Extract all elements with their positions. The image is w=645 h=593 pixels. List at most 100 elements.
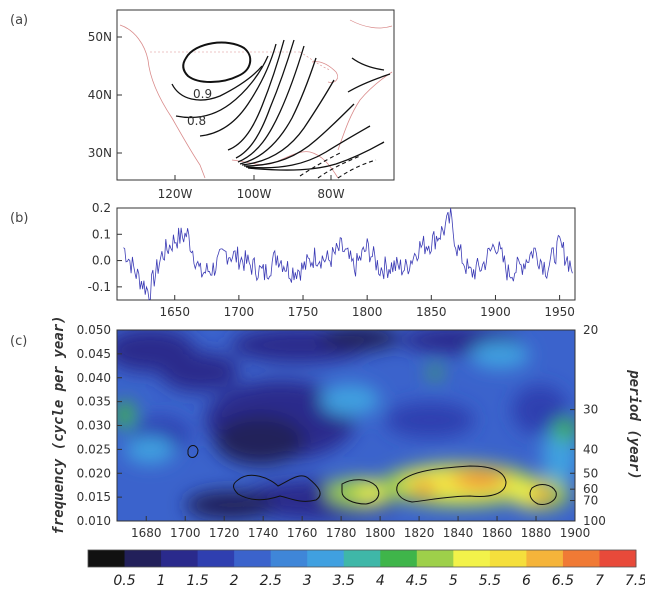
colorbar-label-1: 1 (157, 573, 166, 589)
b-y-tick-1: 0.1 (92, 227, 111, 241)
c-period-tick-2: 40 (583, 442, 598, 456)
c-x-tick-10: 1880 (521, 526, 552, 540)
panel-b-tag: (b) (10, 211, 28, 226)
lon-tick-120w: 120W (158, 187, 193, 201)
colorbar-label-5: 3 (303, 573, 312, 589)
c-x-tick-6: 1800 (365, 526, 396, 540)
b-y-tick-2: 0.0 (92, 254, 111, 268)
colorbar-label-7: 4 (376, 573, 385, 589)
c-x-tick-3: 1740 (248, 526, 279, 540)
panel-b-timeseries: 0.2 0.1 0.0 -0.1 1650 1700 1750 1800 1850 1900 19… (88, 201, 576, 319)
colorbar-swatch-4 (234, 550, 272, 567)
c-freq-tick-0: 0.050 (77, 323, 111, 337)
c-freq-tick-6: 0.020 (77, 466, 111, 480)
colorbar-swatch-2 (161, 550, 199, 567)
c-x-tick-0: 1680 (131, 526, 162, 540)
colorbar-swatch-0 (88, 550, 126, 567)
colorbar-swatch-12 (526, 550, 564, 567)
c-freq-tick-7: 0.015 (77, 490, 111, 504)
colorbar-label-12: 6.5 (552, 573, 574, 589)
contour-label-08: 0.8 (187, 114, 206, 128)
panel-c-x-axis: 1680 1700 1720 1740 1760 1780 1800 1820 1840 1860… (131, 516, 590, 540)
colorbar-label-0: 0.5 (113, 573, 135, 589)
c-freq-tick-8: 0.010 (77, 514, 111, 528)
b-x-tick-0: 1650 (159, 305, 190, 319)
panel-a-tag: (a) (10, 13, 28, 28)
north-coast (349, 19, 393, 29)
panel-a-lon-axis: 120W 100W 80W (158, 175, 345, 201)
lat-tick-50n: 50N (88, 30, 112, 44)
colorbar-swatch-3 (197, 550, 235, 567)
b-x-tick-6: 1950 (544, 305, 575, 319)
panel-a-frame (116, 9, 395, 181)
c-freq-tick-4: 0.030 (77, 419, 111, 433)
b-x-tick-3: 1800 (352, 305, 383, 319)
significance-contours (187, 445, 557, 505)
colorbar-label-13: 7 (595, 573, 604, 589)
colorbar-swatch-11 (489, 550, 527, 567)
panel-c-heatmap: 0.050 0.045 0.040 0.035 0.030 0.025 0.020 0.015… (51, 315, 642, 540)
b-y-tick-3: -0.1 (88, 280, 111, 294)
b-x-tick-1: 1700 (224, 305, 255, 319)
c-period-tick-0: 20 (583, 323, 598, 337)
contour-label-09: 0.9 (193, 87, 212, 101)
great-lakes (311, 61, 338, 83)
colorbar-label-10: 5.5 (479, 573, 501, 589)
panel-a-lat-axis: 50N 40N 30N (88, 30, 122, 160)
c-freq-tick-5: 0.025 (77, 442, 111, 456)
negative-contours (299, 151, 377, 179)
colorbar-swatch-10 (453, 550, 491, 567)
colorbar-label-11: 6 (522, 573, 531, 589)
colorbar-label-14: 7.5 (625, 573, 645, 589)
colorbar-swatch-14 (599, 550, 637, 567)
panel-c-tag: (c) (10, 334, 27, 349)
panel-c-y2label: period (year) (626, 369, 642, 480)
heatmap-field (117, 330, 575, 521)
c-x-tick-2: 1720 (209, 526, 240, 540)
lon-tick-80w: 80W (317, 187, 344, 201)
c-period-tick-5: 70 (583, 494, 598, 508)
panel-b-y-axis: 0.2 0.1 0.0 -0.1 (88, 201, 122, 294)
c-period-tick-3: 50 (583, 466, 598, 480)
c-period-tick-6: 100 (583, 514, 606, 528)
colorbar-label-6: 3.5 (333, 573, 355, 589)
series-line (123, 207, 573, 301)
colorbar-swatch-5 (270, 550, 308, 567)
b-x-tick-5: 1900 (480, 305, 511, 319)
colorbar-label-3: 2 (230, 573, 239, 589)
c-x-tick-4: 1760 (287, 526, 318, 540)
closed-contour (182, 41, 252, 83)
lat-tick-30n: 30N (88, 146, 112, 160)
east-coastline (337, 71, 393, 151)
c-x-tick-9: 1860 (482, 526, 513, 540)
colorbar-swatch-6 (307, 550, 345, 567)
correlation-contours (171, 39, 391, 171)
b-x-tick-4: 1850 (416, 305, 447, 319)
colorbar-swatch-9 (416, 550, 454, 567)
c-x-tick-8: 1840 (443, 526, 474, 540)
c-freq-tick-1: 0.045 (77, 347, 111, 361)
b-y-tick-0: 0.2 (92, 201, 111, 215)
colorbar-label-8: 4.5 (406, 573, 428, 589)
panel-a-map: 0.9 0.8 50N 40N 30N 120W 100W 80W (88, 9, 395, 201)
c-x-tick-7: 1820 (404, 526, 435, 540)
b-x-tick-2: 1750 (288, 305, 319, 319)
panel-b-frame (116, 207, 576, 301)
lon-tick-100w: 100W (237, 187, 272, 201)
colorbar-swatch-13 (562, 550, 600, 567)
c-period-tick-4: 60 (583, 482, 598, 496)
c-x-tick-1: 1700 (170, 526, 201, 540)
colorbar-swatch-1 (124, 550, 162, 567)
panel-c-ylabel: frequency (cycle per year) (51, 315, 67, 534)
panel-c-left-axis: 0.050 0.045 0.040 0.035 0.030 0.025 0.020 0.015… (77, 323, 122, 528)
west-coastline (119, 24, 206, 179)
c-freq-tick-2: 0.040 (77, 371, 111, 385)
c-x-tick-5: 1780 (326, 526, 357, 540)
colorbar: 0.5 1 1.5 2 2.5 3 3.5 4 4.5 5 5.5 6 6.5 7 7.5 (87, 549, 645, 589)
panel-b-x-axis: 1650 1700 1750 1800 1850 1900 1950 (159, 295, 575, 319)
colorbar-label-2: 1.5 (186, 573, 208, 589)
c-period-tick-1: 30 (583, 403, 598, 417)
lat-tick-40n: 40N (88, 88, 112, 102)
